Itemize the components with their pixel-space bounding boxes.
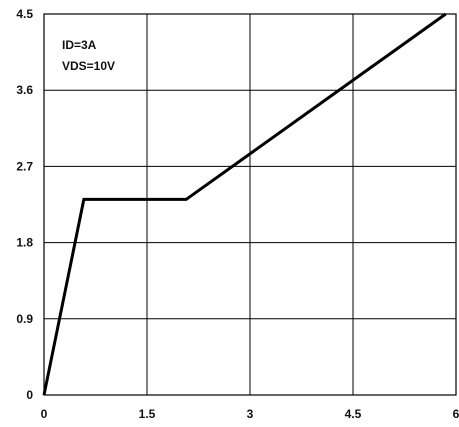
x-tick-label-4: 6	[453, 407, 459, 421]
grid-layer	[44, 14, 456, 395]
x-tick-label-3: 4.5	[345, 407, 362, 421]
plot-border	[43, 13, 457, 396]
annotation-vds: VDS=10V	[62, 59, 115, 73]
y-tick-label-0: 0	[26, 388, 33, 402]
y-tick-label-3: 2.7	[16, 159, 33, 173]
x-tick-label-2: 3	[247, 407, 254, 421]
x-tick-label-0: 0	[41, 407, 48, 421]
x-tick-layer: 0 1.5 3 4.5 6	[41, 407, 459, 421]
y-tick-label-4: 3.6	[16, 83, 33, 97]
series-line-0	[42, 12, 447, 396]
y-tick-label-2: 1.8	[16, 236, 33, 250]
y-tick-label-1: 0.9	[16, 312, 33, 326]
y-tick-label-5: 4.5	[16, 7, 33, 21]
series-layer	[42, 12, 447, 396]
y-tick-layer: 0 0.9 1.8 2.7 3.6 4.5	[16, 7, 33, 402]
annotation-layer: ID=3A VDS=10V	[62, 38, 115, 73]
x-tick-label-1: 1.5	[139, 407, 156, 421]
annotation-id: ID=3A	[62, 38, 97, 52]
